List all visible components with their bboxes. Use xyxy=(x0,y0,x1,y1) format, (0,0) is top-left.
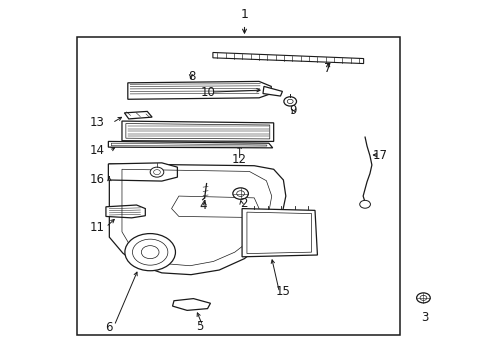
Circle shape xyxy=(141,246,159,259)
Text: 12: 12 xyxy=(232,153,246,166)
Text: 17: 17 xyxy=(372,149,387,162)
Polygon shape xyxy=(212,53,363,64)
Circle shape xyxy=(232,188,248,199)
Text: 16: 16 xyxy=(89,173,104,186)
Bar xyxy=(77,37,399,336)
Polygon shape xyxy=(124,111,152,119)
Polygon shape xyxy=(108,163,177,181)
Polygon shape xyxy=(172,298,210,310)
Polygon shape xyxy=(122,121,273,141)
Text: 13: 13 xyxy=(89,116,104,129)
Circle shape xyxy=(359,201,370,208)
Circle shape xyxy=(416,293,429,303)
Text: 8: 8 xyxy=(188,70,195,83)
Text: 9: 9 xyxy=(289,104,296,117)
Text: 11: 11 xyxy=(90,221,105,234)
Text: 10: 10 xyxy=(201,86,216,99)
Text: 15: 15 xyxy=(275,285,290,298)
Polygon shape xyxy=(263,86,282,96)
Text: 3: 3 xyxy=(420,311,427,324)
Text: 5: 5 xyxy=(196,320,203,333)
Text: 7: 7 xyxy=(324,62,331,75)
Circle shape xyxy=(124,234,175,271)
Text: 1: 1 xyxy=(240,8,248,21)
Text: 6: 6 xyxy=(105,321,113,334)
Circle shape xyxy=(284,97,296,106)
Polygon shape xyxy=(108,141,272,148)
Text: 14: 14 xyxy=(89,144,104,157)
Polygon shape xyxy=(242,208,317,257)
Circle shape xyxy=(150,167,163,177)
Text: 4: 4 xyxy=(199,198,206,212)
Polygon shape xyxy=(106,205,145,218)
Polygon shape xyxy=(127,81,271,99)
Text: 2: 2 xyxy=(239,197,247,210)
Polygon shape xyxy=(109,164,285,275)
